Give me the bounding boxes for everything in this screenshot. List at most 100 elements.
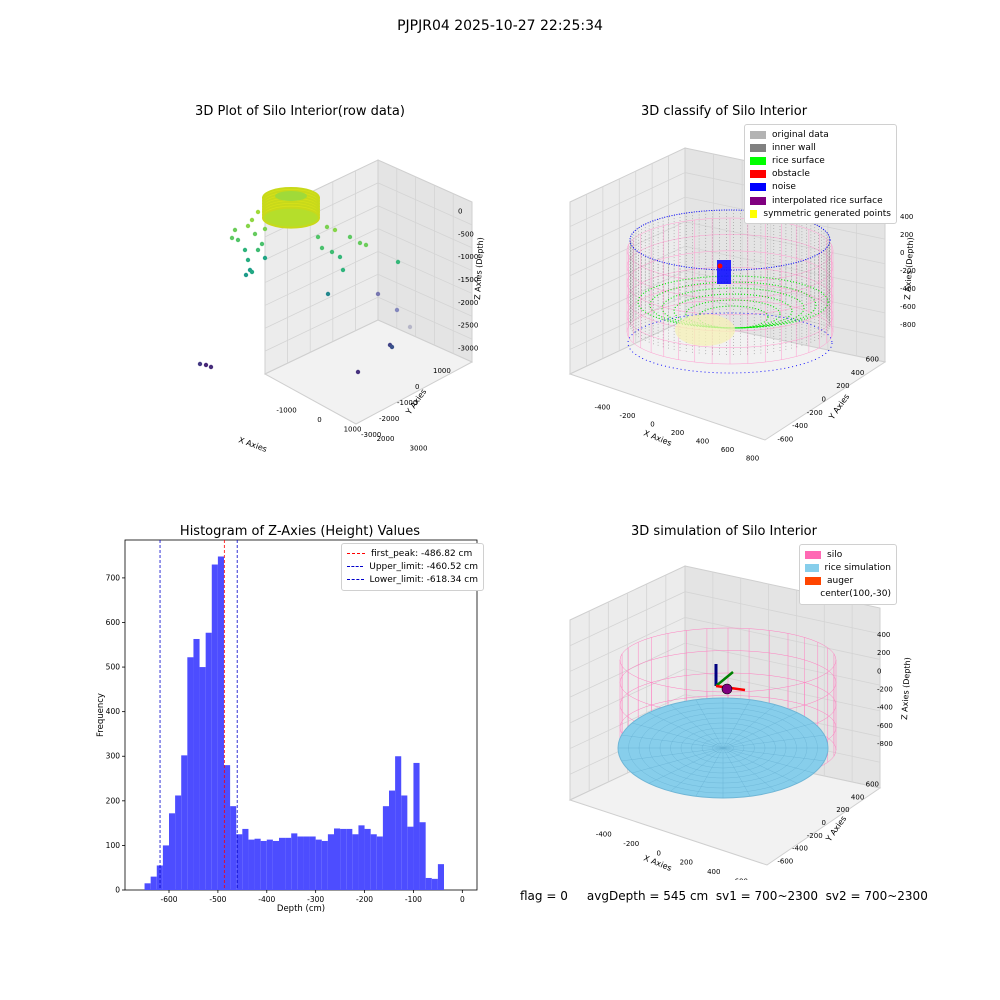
- raw-point: [357, 240, 363, 246]
- x-tick-label: -600: [160, 895, 177, 904]
- histogram-bar: [425, 877, 432, 890]
- x-tick-label: -400: [596, 831, 612, 839]
- legend-swatch: [750, 156, 766, 165]
- z-tick-label: -200: [877, 686, 893, 694]
- rice-mesh-spoke: [722, 747, 776, 792]
- x-tick-label: 1000: [344, 426, 362, 434]
- rice-surface-points: [649, 281, 817, 329]
- legend-item-silo: silo: [805, 548, 891, 561]
- raw-point: [245, 223, 251, 229]
- raw-point: [208, 364, 214, 370]
- rice-mesh-spoke: [695, 699, 724, 749]
- raw-point: [355, 369, 361, 375]
- x-tick-label: 2000: [377, 435, 395, 443]
- raw-point-ring: [275, 191, 307, 201]
- histogram-bar: [334, 828, 341, 890]
- rice-mesh-spoke: [722, 699, 751, 749]
- panel2-axes-panes: [568, 147, 887, 441]
- rice-surface-points: [673, 293, 793, 329]
- histogram-bar: [205, 632, 212, 890]
- rice-mesh-spoke: [648, 747, 724, 784]
- panel2-title: 3D classify of Silo Interior: [640, 104, 808, 119]
- y-tick-label: -1000: [397, 399, 417, 407]
- histogram-bar: [175, 795, 182, 890]
- rice-mesh-spoke: [632, 722, 724, 749]
- x-tick-label: 400: [696, 438, 709, 446]
- z-tick-label: -500: [458, 230, 474, 238]
- raw-point: [395, 259, 401, 265]
- raw-point: [249, 269, 255, 275]
- legend-swatch: [805, 576, 821, 585]
- histogram-bar: [315, 839, 322, 890]
- histogram-bar: [389, 790, 396, 890]
- histogram-bar: [260, 840, 267, 890]
- y-tick-label: 200: [836, 806, 849, 814]
- histogram-bar: [376, 836, 383, 890]
- y-tick-label: 500: [106, 663, 121, 672]
- panel4-zlabel: Z Axies (Depth): [900, 657, 912, 720]
- raw-point: [255, 247, 261, 253]
- z-tick-label: 0: [877, 667, 881, 675]
- x-tick-label: -500: [209, 895, 226, 904]
- symmetric-generated-points: [675, 314, 735, 346]
- z-tick-label: 0: [458, 207, 462, 215]
- histogram-bar: [199, 667, 206, 890]
- rice-mesh-spoke: [722, 722, 814, 749]
- z-tick-label: -2000: [458, 299, 478, 307]
- histogram-bar: [266, 839, 273, 890]
- x-tick-label: 800: [746, 455, 759, 463]
- histogram-bar: [431, 878, 438, 890]
- z-tick-label: -3000: [458, 345, 478, 353]
- panel1-title: 3D Plot of Silo Interior(row data): [195, 104, 405, 119]
- x-tick-label: 200: [671, 429, 684, 437]
- x-tick-label: 3000: [410, 444, 428, 452]
- raw-point: [337, 254, 343, 260]
- y-tick-label: -600: [777, 858, 793, 866]
- legend-swatch: [805, 590, 814, 598]
- raw-point: [243, 272, 249, 278]
- x-tick-label: -200: [356, 895, 373, 904]
- z-tick-label: -1000: [458, 253, 478, 261]
- panel1-xlabel: X Axies: [237, 435, 268, 454]
- x-tick-label: 0: [650, 420, 654, 428]
- histogram-bar: [327, 834, 334, 890]
- raw-point: [197, 361, 203, 367]
- legend-swatch: [750, 196, 766, 205]
- raw-point: [375, 291, 381, 297]
- histogram-vlines: [159, 540, 238, 890]
- legend-item-inner-wall: inner wall: [750, 141, 891, 154]
- y-tick-label: 0: [822, 396, 826, 404]
- y-tick-label: 600: [866, 780, 879, 788]
- panel1-3d-plot: -1000 0 1000 2000 3000 1000 0 -1000 -2000 -3000 0 -…: [197, 159, 485, 454]
- rice-surface-points: [697, 305, 769, 329]
- histogram-bar: [150, 876, 157, 890]
- panel3-ylabel: Frequency: [96, 693, 106, 737]
- histogram-bar: [303, 836, 310, 890]
- x-tick-label: 0: [460, 895, 465, 904]
- auger-axis-y: [715, 671, 734, 687]
- rice-surface-points: [661, 287, 805, 329]
- legend-item-lower-limit: Lower_limit: -618.34 cm: [347, 573, 478, 586]
- legend-line: [347, 579, 364, 581]
- panel4-3d-plot: -400-20002004006006004002000-200-400-600…: [568, 565, 912, 880]
- legend-item-auger: auger: [805, 574, 891, 587]
- y-tick-label: -400: [792, 845, 808, 853]
- panel2-3d-plot: -400-20002004006008006004002000-200-400-…: [568, 147, 916, 463]
- histogram-bar: [193, 638, 200, 890]
- x-tick-label: 400: [707, 868, 720, 876]
- noise-ring: [629, 209, 831, 271]
- histogram-bar: [211, 564, 218, 890]
- histogram-bar: [272, 840, 279, 890]
- y-tick-label: 200: [836, 382, 849, 390]
- raw-point: [329, 249, 335, 255]
- raw-point: [325, 291, 331, 297]
- x-tick-label: -200: [623, 840, 639, 848]
- y-tick-label: 700: [106, 573, 121, 582]
- rice-mesh-spoke: [722, 747, 751, 797]
- raw-point: [235, 237, 241, 243]
- panel2-xlabel: X Axies: [642, 429, 673, 448]
- histogram-bar: [419, 822, 426, 890]
- histogram-bar: [285, 837, 292, 890]
- figure-title: PJPJR04 2025-10-27 22:25:34: [397, 18, 603, 34]
- raw-point: [407, 324, 413, 330]
